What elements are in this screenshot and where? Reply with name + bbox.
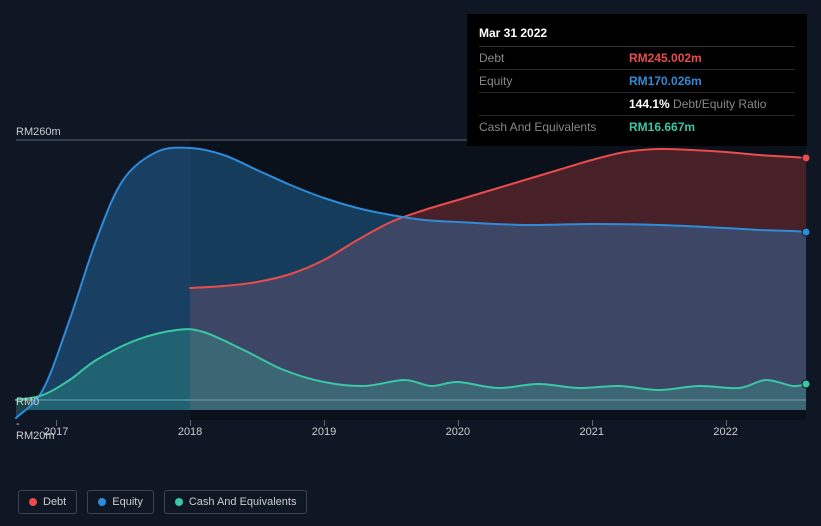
- x-axis-label: 2020: [446, 426, 470, 438]
- legend-item-label: Cash And Equivalents: [189, 496, 297, 508]
- tooltip-row-label: [479, 97, 629, 111]
- x-axis-label: 2021: [580, 426, 604, 438]
- legend-item[interactable]: Debt: [18, 490, 77, 514]
- x-axis-label: 2022: [713, 426, 737, 438]
- chart-legend: Debt Equity Cash And Equivalents: [18, 490, 307, 514]
- tooltip-row: DebtRM245.002m: [479, 47, 795, 70]
- y-axis-label: RM0: [16, 396, 39, 408]
- legend-dot-icon: [29, 498, 37, 506]
- legend-item-label: Debt: [43, 496, 66, 508]
- tooltip-row: Cash And EquivalentsRM16.667m: [479, 116, 795, 138]
- tooltip-title: Mar 31 2022: [479, 22, 795, 47]
- tooltip-row-label: Debt: [479, 51, 629, 65]
- legend-dot-icon: [175, 498, 183, 506]
- tooltip-row-value: 144.1% Debt/Equity Ratio: [629, 97, 766, 111]
- tooltip-row: EquityRM170.026m: [479, 70, 795, 93]
- x-axis-label: 2019: [312, 426, 336, 438]
- tooltip-row: 144.1% Debt/Equity Ratio: [479, 93, 795, 116]
- x-axis-labels: 2017 2018 2019 2020 2021 2022: [0, 426, 821, 446]
- x-axis-label: 2018: [178, 426, 202, 438]
- legend-item[interactable]: Cash And Equivalents: [164, 490, 308, 514]
- tooltip-row-value: RM170.026m: [629, 74, 702, 88]
- x-axis-label: 2017: [44, 426, 68, 438]
- tooltip-row-value: RM16.667m: [629, 120, 695, 134]
- tooltip-row-label: Cash And Equivalents: [479, 120, 629, 134]
- legend-item-label: Equity: [112, 496, 143, 508]
- legend-item[interactable]: Equity: [87, 490, 154, 514]
- legend-dot-icon: [98, 498, 106, 506]
- y-axis-label: RM260m: [16, 126, 61, 138]
- chart-tooltip: Mar 31 2022 DebtRM245.002mEquityRM170.02…: [467, 14, 807, 146]
- tooltip-row-label: Equity: [479, 74, 629, 88]
- tooltip-rows: DebtRM245.002mEquityRM170.026m144.1% Deb…: [479, 47, 795, 138]
- tooltip-row-value: RM245.002m: [629, 51, 702, 65]
